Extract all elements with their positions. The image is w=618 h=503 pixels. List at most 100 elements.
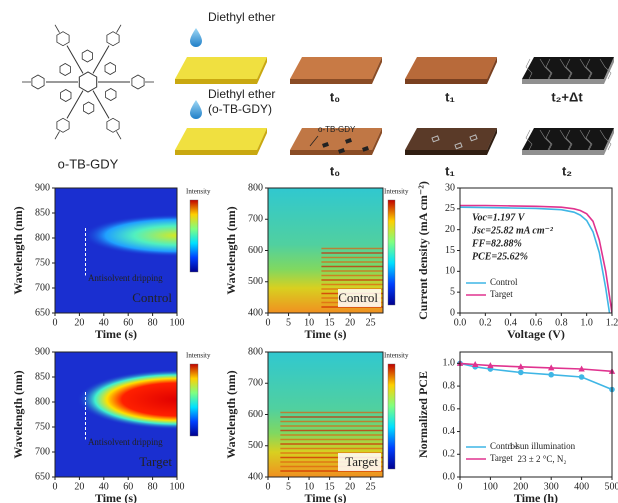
film-side [522, 150, 604, 155]
x-tick-label: 1.0 [580, 317, 593, 328]
y-tick-label: 700 [35, 446, 50, 457]
molecule-bond [117, 25, 122, 33]
x-tick-label: 1.2 [606, 317, 618, 328]
annotation: Voc=1.197 V [472, 212, 526, 223]
x-tick-label: 0.2 [479, 317, 492, 328]
y-tick-label: 900 [35, 346, 50, 357]
y-axis-label: Current density (mA cm⁻²) [416, 181, 430, 320]
molecule-ring [61, 90, 71, 102]
y-tick-label: 700 [35, 282, 50, 293]
film-top [522, 128, 614, 150]
film-top [522, 57, 614, 79]
x-axis-label: Time (s) [304, 491, 346, 503]
film-side [522, 79, 604, 84]
y-tick-label: 0.8 [443, 380, 456, 391]
x-tick-label: 5 [286, 317, 291, 328]
molecule-bond [117, 131, 122, 139]
y-tick-label: 750 [35, 257, 50, 268]
x-axis-label: Time (h) [514, 491, 558, 503]
x-tick-label: 20 [74, 317, 84, 328]
y-tick-label: 20 [445, 224, 455, 235]
marker [579, 374, 585, 380]
y-tick-label: 400 [248, 471, 263, 482]
y-tick-label: 600 [248, 409, 263, 420]
legend-label: Target [490, 289, 513, 299]
y-tick-label: 0.6 [443, 403, 456, 414]
solvent-label: (o-TB-GDY) [208, 102, 272, 116]
droplet [190, 28, 202, 47]
y-axis-label: Wavelength (nm) [224, 206, 238, 294]
y-tick-label: 650 [35, 307, 50, 318]
y-tick-label: 850 [35, 207, 50, 218]
condition-label: Target [345, 454, 378, 469]
molecule-ring [107, 118, 119, 132]
y-tick-label: 650 [35, 471, 50, 482]
x-tick-label: 80 [148, 481, 158, 492]
y-tick-label: 0.2 [443, 449, 456, 460]
condition-label: Control [132, 290, 172, 305]
y-tick-label: 10 [445, 266, 455, 277]
molecule-ring [83, 102, 93, 114]
y-tick-label: 400 [248, 307, 263, 318]
film-side [290, 79, 372, 84]
y-tick-label: 500 [248, 276, 263, 287]
molecule-ring [79, 72, 96, 92]
x-tick-label: 100 [483, 481, 498, 492]
x-axis-label: Voltage (V) [507, 327, 565, 341]
marker [518, 370, 524, 376]
x-axis-label: Time (s) [304, 327, 346, 341]
x-tick-label: 5 [286, 481, 291, 492]
x-tick-label: 100 [170, 317, 185, 328]
x-axis-label: Time (s) [95, 491, 137, 503]
y-tick-label: 0.0 [443, 471, 456, 482]
molecule-ring [107, 32, 119, 46]
condition-label: Target [139, 454, 172, 469]
colorbar [190, 364, 198, 436]
x-tick-label: 100 [170, 481, 185, 492]
x-tick-label: 0.0 [454, 317, 467, 328]
y-tick-label: 800 [248, 182, 263, 193]
annotation: Jsc=25.82 mA cm⁻² [471, 225, 554, 236]
film-side [405, 79, 487, 84]
y-tick-label: 750 [35, 421, 50, 432]
colorbar [388, 364, 395, 469]
y-tick-label: 700 [248, 214, 263, 225]
colorbar-label: Intensity [384, 352, 409, 360]
x-tick-label: 20 [74, 481, 84, 492]
molecule-bond [55, 25, 60, 33]
time-label: t₀ [330, 89, 340, 104]
annotation: PCE=25.62% [472, 251, 528, 262]
chart: ControlIntensity051015202540050060070080… [224, 182, 409, 340]
annotation: Antisolvent dripping [88, 273, 163, 283]
y-tick-label: 30 [445, 182, 455, 193]
x-tick-label: 25 [366, 317, 376, 328]
film-top [175, 128, 267, 150]
time-label: t₂+Δt [551, 89, 583, 104]
molecule-ring [82, 50, 92, 62]
chart: Control Target Voc=1.197 V Jsc=25.82 mA cm⁻… [416, 181, 618, 341]
x-tick-label: 0 [266, 481, 271, 492]
chart: TargetIntensity0510152025400500600700800… [224, 346, 409, 503]
colorbar [190, 200, 198, 272]
y-tick-label: 800 [35, 396, 50, 407]
y-tick-label: 850 [35, 371, 50, 382]
molecule-ring [60, 64, 70, 76]
process-diagram: o-TB-GDY Diethyl ether Diethyl ether (o-… [22, 10, 614, 178]
molecule-ring [32, 75, 44, 89]
time-label: t₁ [445, 163, 455, 178]
legend-label: Target [490, 453, 513, 463]
condition-label: Control [338, 290, 378, 305]
x-tick-label: 20 [345, 481, 355, 492]
molecule-bond [67, 91, 83, 119]
molecule-ring [105, 63, 115, 75]
x-tick-label: 20 [345, 317, 355, 328]
molecule-ring [132, 75, 144, 89]
film-side [175, 150, 257, 155]
x-tick-label: 0 [53, 481, 58, 492]
y-tick-label: 900 [35, 182, 50, 193]
x-tick-label: 0 [266, 317, 271, 328]
annotation: 1-sun illumination [509, 441, 576, 451]
legend-label: Control [490, 277, 518, 287]
x-tick-label: 25 [366, 481, 376, 492]
